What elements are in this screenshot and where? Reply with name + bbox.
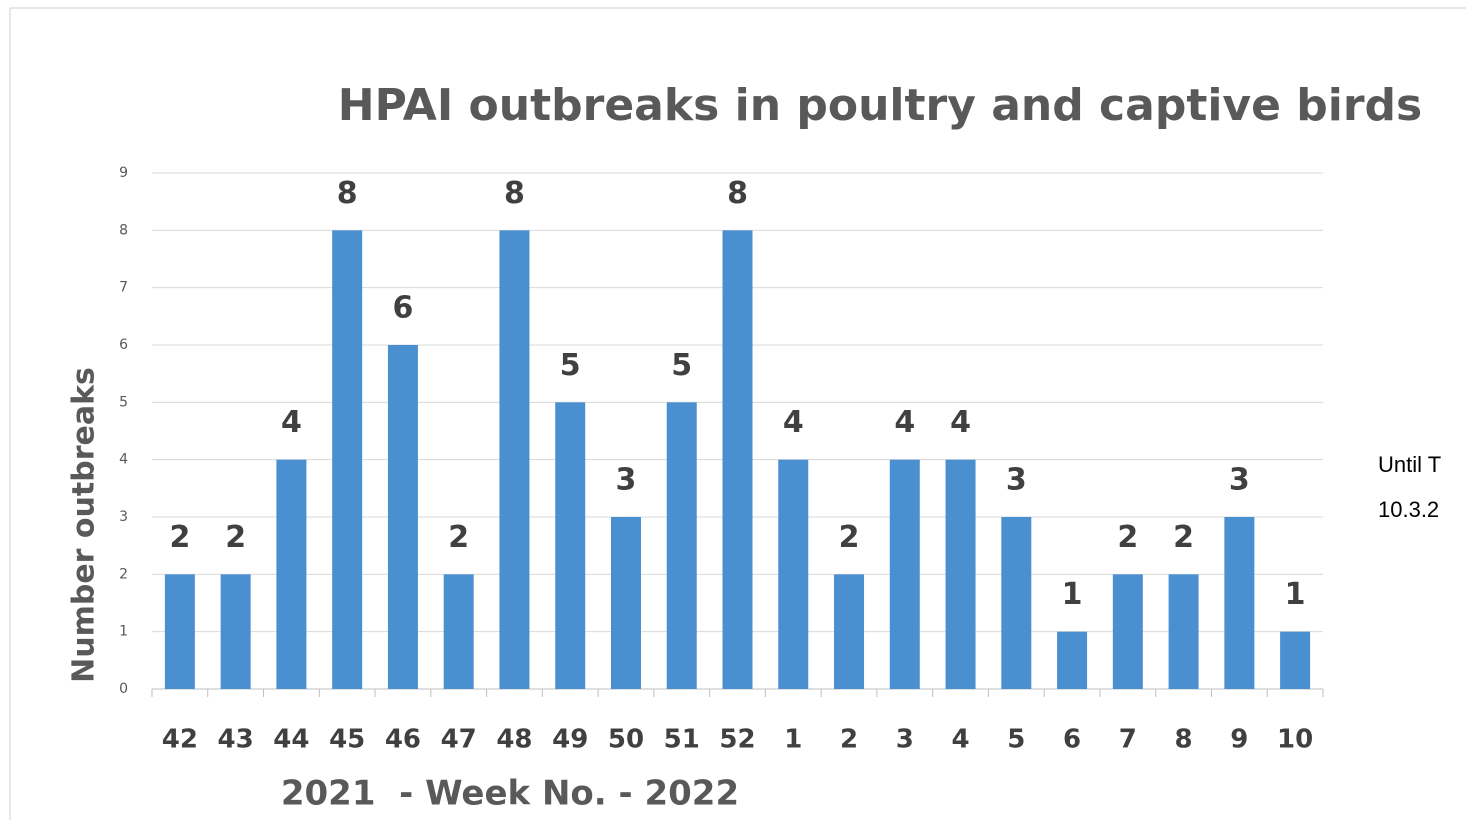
bar bbox=[1112, 574, 1143, 689]
data-label: 4 bbox=[950, 405, 971, 440]
data-label: 3 bbox=[616, 463, 637, 498]
data-label: 2 bbox=[225, 520, 246, 555]
y-tick-label: 8 bbox=[119, 222, 128, 238]
bar bbox=[1280, 631, 1311, 689]
x-tick-label: 42 bbox=[162, 725, 198, 755]
bar bbox=[1168, 574, 1199, 689]
x-tick-label: 47 bbox=[441, 725, 477, 755]
data-label: 4 bbox=[281, 405, 302, 440]
x-tick-label: 7 bbox=[1119, 725, 1137, 755]
data-label: 2 bbox=[1117, 520, 1138, 555]
y-tick-label: 6 bbox=[119, 337, 128, 353]
x-tick-label: 10 bbox=[1277, 725, 1313, 755]
y-tick-label: 7 bbox=[119, 280, 128, 296]
y-tick-label: 2 bbox=[119, 566, 128, 582]
x-tick-label: 1 bbox=[784, 725, 802, 755]
data-label: 4 bbox=[783, 405, 804, 440]
data-label: 2 bbox=[448, 520, 469, 555]
x-tick-label: 4 bbox=[952, 725, 970, 755]
x-tick-label: 43 bbox=[218, 725, 254, 755]
bar bbox=[889, 459, 920, 689]
data-label: 8 bbox=[727, 176, 748, 211]
y-axis-label: Number outbreaks bbox=[67, 367, 102, 683]
bar bbox=[555, 402, 586, 689]
x-tick-label: 50 bbox=[608, 725, 644, 755]
data-label: 2 bbox=[839, 520, 860, 555]
x-tick-label: 52 bbox=[719, 725, 755, 755]
annotation: 10.3.2 bbox=[1378, 497, 1439, 522]
bar bbox=[722, 230, 753, 690]
data-label: 5 bbox=[560, 348, 581, 383]
x-tick-label: 5 bbox=[1007, 725, 1025, 755]
bar bbox=[387, 345, 418, 689]
data-label: 8 bbox=[337, 176, 358, 211]
chart-title: HPAI outbreaks in poultry and captive bi… bbox=[338, 80, 1422, 131]
data-label: 1 bbox=[1285, 577, 1306, 612]
y-tick-label: 1 bbox=[119, 624, 128, 640]
bar bbox=[1224, 517, 1255, 689]
data-label: 2 bbox=[169, 520, 190, 555]
bar bbox=[834, 574, 865, 689]
bar bbox=[1057, 631, 1088, 689]
x-tick-label: 45 bbox=[329, 725, 365, 755]
bar bbox=[945, 459, 976, 689]
bar bbox=[666, 402, 697, 689]
y-tick-label: 4 bbox=[119, 452, 128, 468]
x-tick-label: 46 bbox=[385, 725, 421, 755]
x-tick-label: 44 bbox=[273, 725, 309, 755]
data-label: 4 bbox=[894, 405, 915, 440]
y-tick-label: 0 bbox=[119, 681, 128, 697]
x-tick-label: 8 bbox=[1175, 725, 1193, 755]
data-label: 6 bbox=[392, 291, 413, 326]
frame bbox=[9, 7, 1466, 820]
y-tick-label: 5 bbox=[119, 394, 128, 410]
x-tick-label: 48 bbox=[496, 725, 532, 755]
bar bbox=[443, 574, 474, 689]
data-label: 1 bbox=[1062, 577, 1083, 612]
x-tick-label: 3 bbox=[896, 725, 914, 755]
x-tick-label: 6 bbox=[1063, 725, 1081, 755]
bar bbox=[499, 230, 530, 690]
y-tick-label: 9 bbox=[119, 165, 128, 181]
bar bbox=[778, 459, 809, 689]
bar bbox=[332, 230, 363, 690]
data-label: 3 bbox=[1229, 463, 1250, 498]
bar bbox=[610, 517, 641, 689]
data-label: 3 bbox=[1006, 463, 1027, 498]
x-tick-label: 9 bbox=[1230, 725, 1248, 755]
data-label: 5 bbox=[671, 348, 692, 383]
bar bbox=[1001, 517, 1032, 689]
bar bbox=[220, 574, 251, 689]
x-tick-label: 49 bbox=[552, 725, 588, 755]
x-axis-label: 2021 - Week No. - 2022 bbox=[281, 774, 739, 814]
data-label: 8 bbox=[504, 176, 525, 211]
bar bbox=[164, 574, 195, 689]
annotation: Until T bbox=[1378, 452, 1441, 477]
x-tick-label: 2 bbox=[840, 725, 858, 755]
x-tick-label: 51 bbox=[664, 725, 700, 755]
bar bbox=[276, 459, 307, 689]
data-label: 2 bbox=[1173, 520, 1194, 555]
y-tick-label: 3 bbox=[119, 509, 128, 525]
